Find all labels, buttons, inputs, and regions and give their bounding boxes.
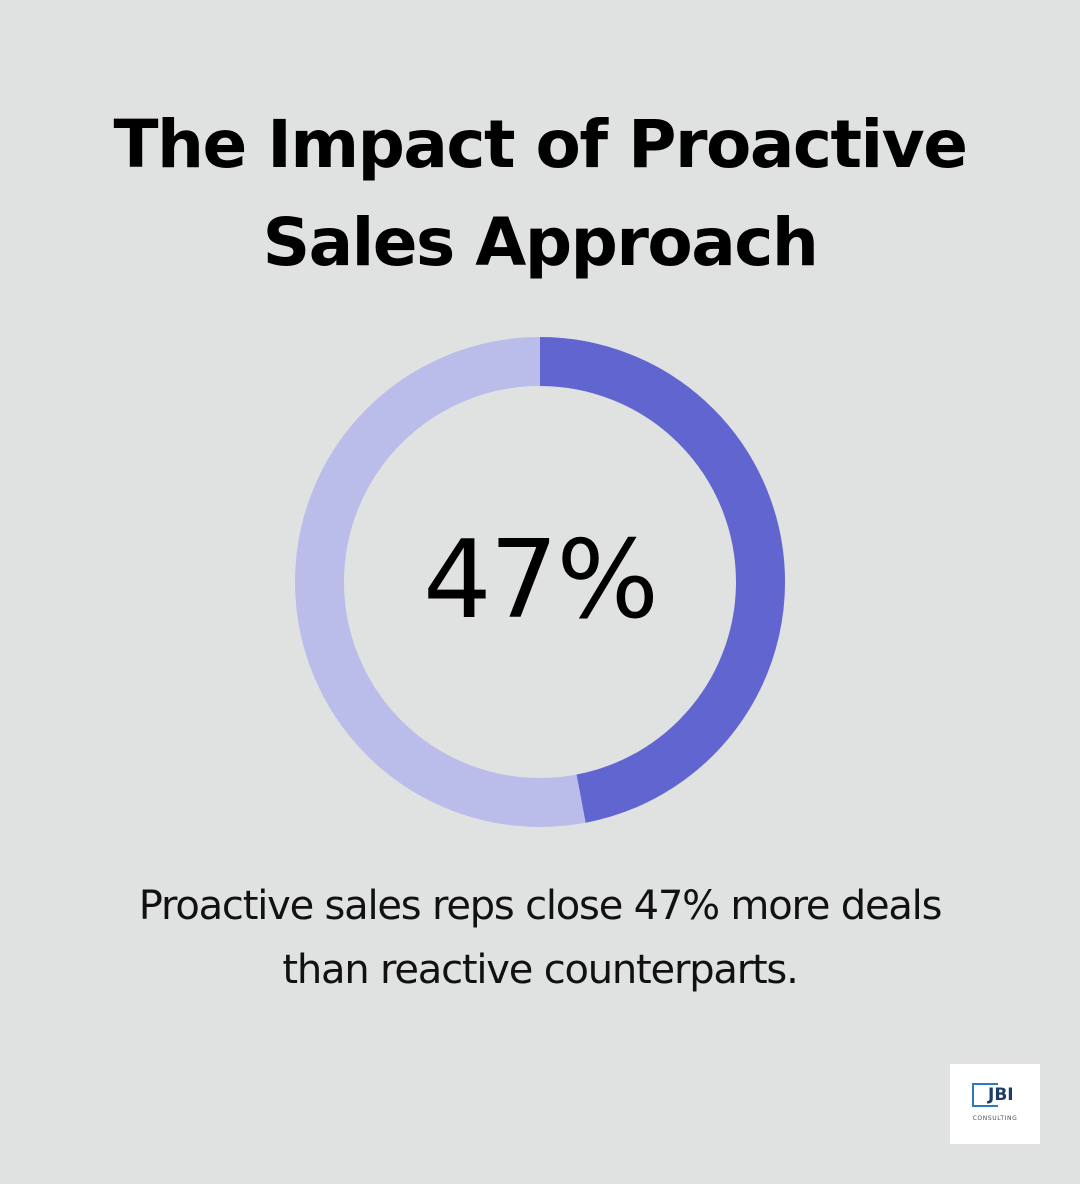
logo-subtitle: CONSULTING: [972, 1115, 1018, 1122]
logo-letters: JBI: [987, 1085, 1014, 1105]
donut-filled-segment: [295, 337, 785, 827]
donut-center-value: 47%: [422, 517, 659, 643]
caption-line-2: than reactive counterparts.: [282, 947, 798, 993]
donut-svg: [295, 337, 785, 827]
title-line-1: The Impact of Proactive: [113, 106, 968, 183]
page-title: The Impact of Proactive Sales Approach: [0, 96, 1080, 292]
caption-line-1: Proactive sales reps close 47% more deal…: [138, 883, 943, 929]
chart-caption: Proactive sales reps close 47% more deal…: [0, 874, 1080, 1002]
donut-chart: 47%: [295, 337, 785, 827]
company-logo: JBI CONSULTING: [950, 1064, 1040, 1144]
title-line-2: Sales Approach: [262, 204, 819, 281]
